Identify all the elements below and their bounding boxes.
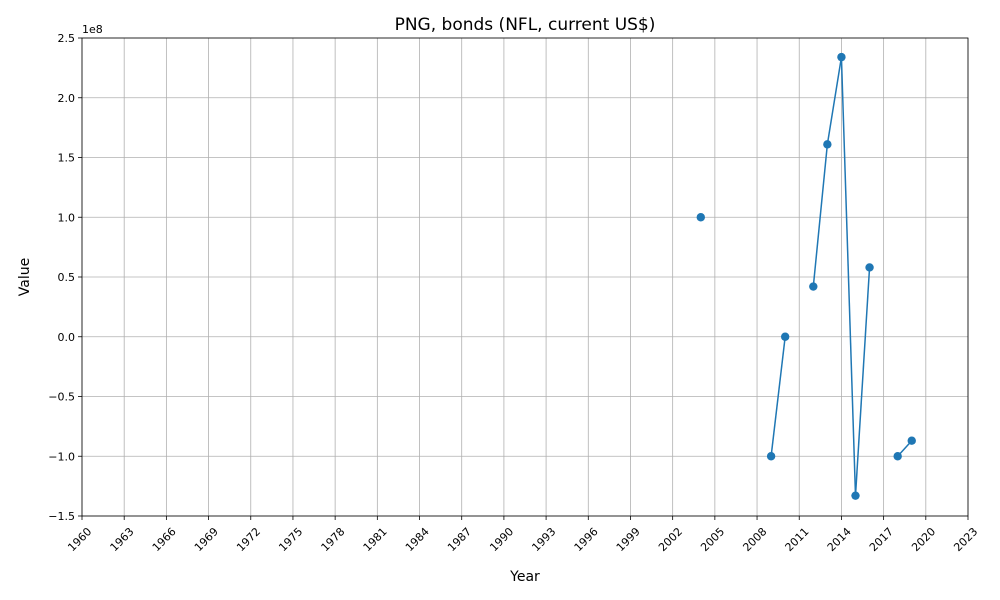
series-line-segment	[770, 336, 786, 457]
y-tick-label: 2.5	[58, 32, 76, 45]
data-point	[907, 436, 916, 445]
data-point	[766, 452, 776, 461]
x-tick-label: 1981	[361, 525, 390, 554]
x-tick-label: 1984	[403, 525, 432, 554]
y-tick-label: 2.0	[58, 92, 76, 105]
data-point	[809, 282, 818, 291]
y-axis: −1.5 −1.0 −0.5 0.0 0.5 1.0 1.5 2.0 2.5	[48, 32, 82, 523]
y-tick-label: 0.5	[58, 271, 76, 284]
series-line-segment	[826, 57, 843, 145]
x-tick-label: 2008	[740, 525, 769, 554]
x-tick-label: 1969	[192, 525, 221, 554]
data-point	[696, 213, 705, 222]
data-point	[865, 263, 874, 272]
y-tick-label: −1.5	[48, 510, 75, 523]
x-tick-label: 1960	[65, 525, 94, 554]
x-tick-label: 2002	[656, 525, 685, 554]
x-tick-label: 2005	[698, 525, 727, 554]
data-point	[837, 52, 846, 62]
chart-title: PNG, bonds (NFL, current US$)	[395, 15, 656, 35]
x-tick-label: 2023	[951, 525, 980, 554]
y-tick-label: −1.0	[48, 450, 75, 463]
x-tick-label: 1999	[614, 525, 643, 554]
series-line-segment	[840, 57, 857, 496]
y-tick-label: 1.5	[58, 152, 76, 165]
x-axis-title: Year	[509, 569, 540, 585]
x-tick-label: 1996	[572, 525, 601, 554]
y-axis-title: Value	[17, 258, 33, 296]
x-tick-label: 1966	[150, 525, 179, 554]
x-tick-label: 1963	[108, 525, 137, 554]
y-tick-label: 0.0	[58, 331, 76, 344]
x-tick-label: 2020	[909, 525, 938, 554]
data-point	[823, 140, 832, 149]
grid	[81, 37, 969, 517]
series-line-segment	[854, 267, 871, 496]
data-point	[851, 491, 860, 500]
y-tick-label: 1.0	[58, 211, 76, 224]
x-tick-label: 1972	[234, 525, 263, 554]
y-tick-label: −0.5	[48, 391, 75, 404]
x-tick-label: 1987	[445, 525, 474, 554]
x-tick-label: 1990	[487, 525, 516, 554]
y-scale-note: 1e8	[82, 23, 103, 36]
x-tick-label: 1975	[276, 525, 305, 554]
x-tick-label: 2017	[867, 525, 896, 554]
x-tick-label: 2014	[825, 525, 854, 554]
series-line-segment	[812, 144, 829, 287]
x-tick-label: 2011	[783, 525, 812, 554]
series	[696, 52, 916, 500]
x-tick-label: 1993	[529, 525, 558, 554]
x-axis: 1960 1963 1966 1969 1972 1975 1978 1981 1984 1987…	[65, 516, 980, 554]
data-point	[780, 332, 790, 341]
x-tick-label: 1978	[318, 525, 347, 554]
data-point	[893, 452, 902, 461]
